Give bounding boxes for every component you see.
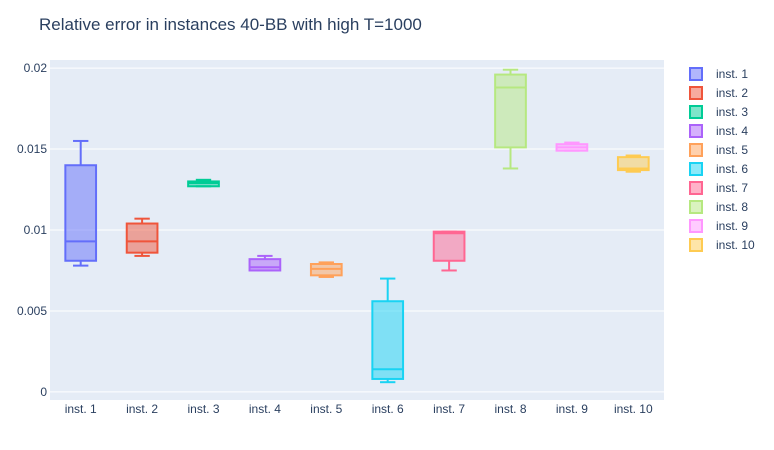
box-iqr (494, 73, 527, 149)
legend-label: inst. 3 (716, 105, 748, 119)
y-axis-tick-labels: 0 0.005 0.01 0.015 0.02 (17, 61, 47, 399)
box-iqr (248, 258, 282, 272)
box-3[interactable] (187, 178, 220, 188)
x-tick-label: inst. 2 (126, 402, 158, 416)
legend-item[interactable]: inst. 8 (689, 200, 748, 214)
x-tick-label: inst. 4 (249, 402, 281, 416)
legend-item[interactable]: inst. 4 (689, 124, 748, 138)
legend-swatch (689, 86, 703, 100)
legend[interactable]: inst. 1 inst. 2 inst. 3 inst. 4 inst. 5 inst.… (689, 67, 755, 252)
legend-label: inst. 10 (716, 238, 755, 252)
legend-label: inst. 4 (716, 124, 748, 138)
box-iqr (125, 222, 159, 254)
y-tick-label: 0.015 (17, 142, 47, 156)
x-tick-label: inst. 1 (65, 402, 97, 416)
legend-label: inst. 5 (716, 143, 748, 157)
legend-item[interactable]: inst. 9 (689, 219, 748, 233)
legend-label: inst. 1 (716, 67, 748, 81)
legend-swatch (689, 181, 703, 195)
legend-item[interactable]: inst. 6 (689, 162, 748, 176)
y-tick-label: 0.02 (24, 61, 48, 75)
legend-item[interactable]: inst. 3 (689, 105, 748, 119)
legend-swatch (689, 238, 703, 252)
box-iqr (616, 156, 650, 172)
box-6[interactable] (371, 277, 405, 384)
box-iqr (432, 230, 466, 262)
legend-item[interactable]: inst. 5 (689, 143, 748, 157)
legend-label: inst. 6 (716, 162, 748, 176)
legend-swatch (689, 162, 703, 176)
box-8[interactable] (494, 68, 527, 170)
chart-title: Relative error in instances 40-BB with h… (39, 15, 422, 34)
legend-swatch (689, 143, 703, 157)
x-tick-label: inst. 7 (433, 402, 465, 416)
x-tick-label: inst. 8 (494, 402, 526, 416)
box-5[interactable] (309, 261, 343, 278)
box-10[interactable] (616, 154, 650, 173)
legend-label: inst. 2 (716, 86, 748, 100)
x-tick-label: inst. 6 (372, 402, 404, 416)
legend-label: inst. 7 (716, 181, 748, 195)
box-series-layer (64, 68, 650, 384)
legend-swatch (689, 219, 703, 233)
y-tick-label: 0 (40, 385, 47, 399)
legend-label: inst. 9 (716, 219, 748, 233)
box-iqr (371, 300, 405, 380)
legend-swatch (689, 105, 703, 119)
box-iqr (64, 164, 98, 262)
legend-swatch (689, 200, 703, 214)
x-tick-label: inst. 5 (310, 402, 342, 416)
legend-item[interactable]: inst. 7 (689, 181, 748, 195)
x-tick-label: inst. 9 (556, 402, 588, 416)
box-4[interactable] (248, 254, 282, 272)
box-2[interactable] (125, 217, 159, 257)
x-tick-label: inst. 3 (187, 402, 219, 416)
legend-swatch (689, 124, 703, 138)
legend-item[interactable]: inst. 2 (689, 86, 748, 100)
legend-swatch (689, 67, 703, 81)
x-tick-label: inst. 10 (614, 402, 653, 416)
y-tick-label: 0.01 (24, 223, 48, 237)
y-tick-label: 0.005 (17, 304, 47, 318)
legend-item[interactable]: inst. 10 (689, 238, 755, 252)
box-1[interactable] (64, 139, 98, 267)
legend-label: inst. 8 (716, 200, 748, 214)
legend-item[interactable]: inst. 1 (689, 67, 748, 81)
box-9[interactable] (555, 141, 589, 152)
box-7[interactable] (432, 230, 466, 272)
x-axis-tick-labels: inst. 1 inst. 2 inst. 3 inst. 4 inst. 5 inst.… (65, 402, 653, 416)
